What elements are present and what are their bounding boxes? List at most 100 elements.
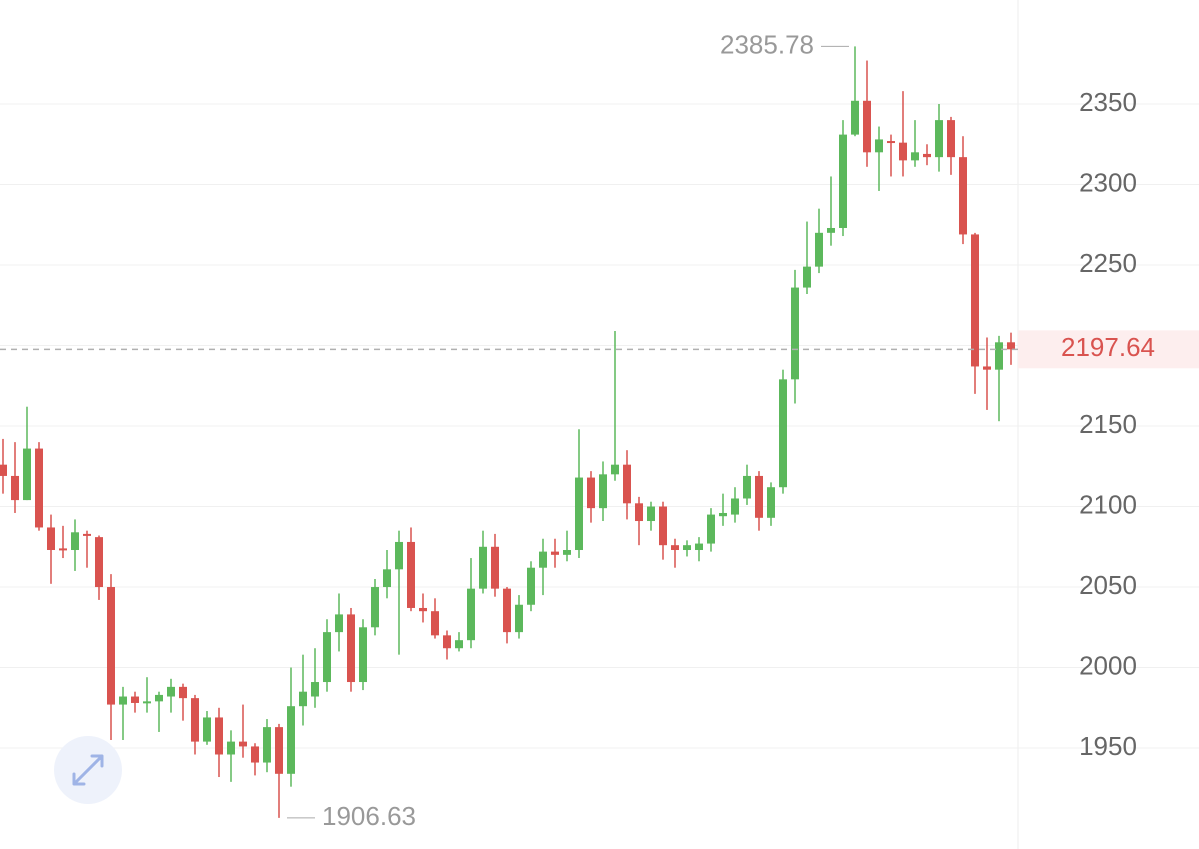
expand-button[interactable] [54,736,122,804]
candle-body [479,546,487,589]
candle-body [971,234,979,367]
candles [0,46,1015,818]
candle-body [887,141,895,144]
candle-body [311,682,319,697]
y-tick-label: 2250 [1079,248,1137,278]
candle-body [827,227,835,233]
candle-body [719,512,727,517]
candle-body [671,545,679,551]
candle-body [263,727,271,763]
min-label: 1906.63 [322,801,416,831]
y-tick-label: 2150 [1079,409,1137,439]
overlay: 2385.78 1906.63 2197.64 [0,29,1199,831]
candle-body [875,139,883,153]
candle-body [11,475,19,501]
candle-body [179,686,187,699]
candle-body [563,550,571,555]
candle-body [815,232,823,267]
candle-body [515,604,523,633]
y-tick-label: 1950 [1079,731,1137,761]
candle-body [23,448,31,501]
candle-body [443,635,451,649]
candle-body [911,152,919,161]
candle-body [503,588,511,633]
candle-body [191,698,199,742]
candle-body [527,567,535,605]
candle-body [863,100,871,153]
candle-body [623,464,631,504]
candle-body [1007,342,1015,350]
candle-body [323,632,331,683]
candle-body [791,287,799,380]
candle-body [107,587,115,705]
candle-body [683,545,691,551]
y-tick-label: 2000 [1079,650,1137,680]
candle-body [899,142,907,161]
max-label: 2385.78 [720,29,814,59]
candle-body [239,741,247,747]
candle-body [923,153,931,158]
y-tick-label: 2300 [1079,167,1137,197]
candle-body [35,448,43,528]
candle-body [203,717,211,742]
candle-body [779,379,787,488]
candle-body [275,727,283,774]
candle-body [371,587,379,628]
candle-body [119,696,127,705]
candle-body [755,475,763,518]
candle-body [335,614,343,633]
y-tick-label: 2100 [1079,489,1137,519]
candle-body [731,498,739,515]
candle-body [695,543,703,551]
candle-body [551,551,559,555]
candle-body [251,746,259,763]
candle-body [419,607,427,612]
candle-body [227,741,235,755]
candle-body [947,120,955,158]
candle-body [983,366,991,370]
last-price-bg [1018,330,1199,369]
candle-body [383,569,391,588]
candle-body [995,342,1003,370]
candle-body [767,487,775,518]
last-price-label: 2197.64 [1061,332,1155,362]
candle-body [575,477,583,551]
y-tick-label: 2350 [1079,87,1137,117]
expand-icon[interactable] [72,754,104,786]
candle-body [359,627,367,683]
candle-body [131,696,139,703]
candle-body [0,464,7,476]
candle-body [83,533,91,536]
candle-body [491,546,499,589]
candle-body [851,100,859,135]
candle-body [659,506,667,546]
candle-body [215,717,223,755]
candle-body [95,537,103,588]
candle-body [395,541,403,570]
y-tick-label: 2050 [1079,570,1137,600]
candle-body [839,134,847,228]
candle-body [743,475,751,499]
candle-body [599,474,607,509]
candle-body [635,503,643,522]
candle-body [539,551,547,568]
candle-body [959,157,967,235]
candle-body [155,694,163,702]
candle-body [431,611,439,636]
candle-body [647,506,655,522]
candle-body [347,614,355,683]
candle-body [803,266,811,288]
candle-body [59,548,67,551]
candle-body [299,691,307,707]
candle-body [287,706,295,774]
candle-body [47,527,55,551]
candle-body [611,464,619,475]
candle-body [935,120,943,158]
candle-body [71,532,79,551]
candle-body [143,701,151,704]
candle-body [707,514,715,544]
candle-body [455,640,463,649]
candle-body [407,541,415,608]
